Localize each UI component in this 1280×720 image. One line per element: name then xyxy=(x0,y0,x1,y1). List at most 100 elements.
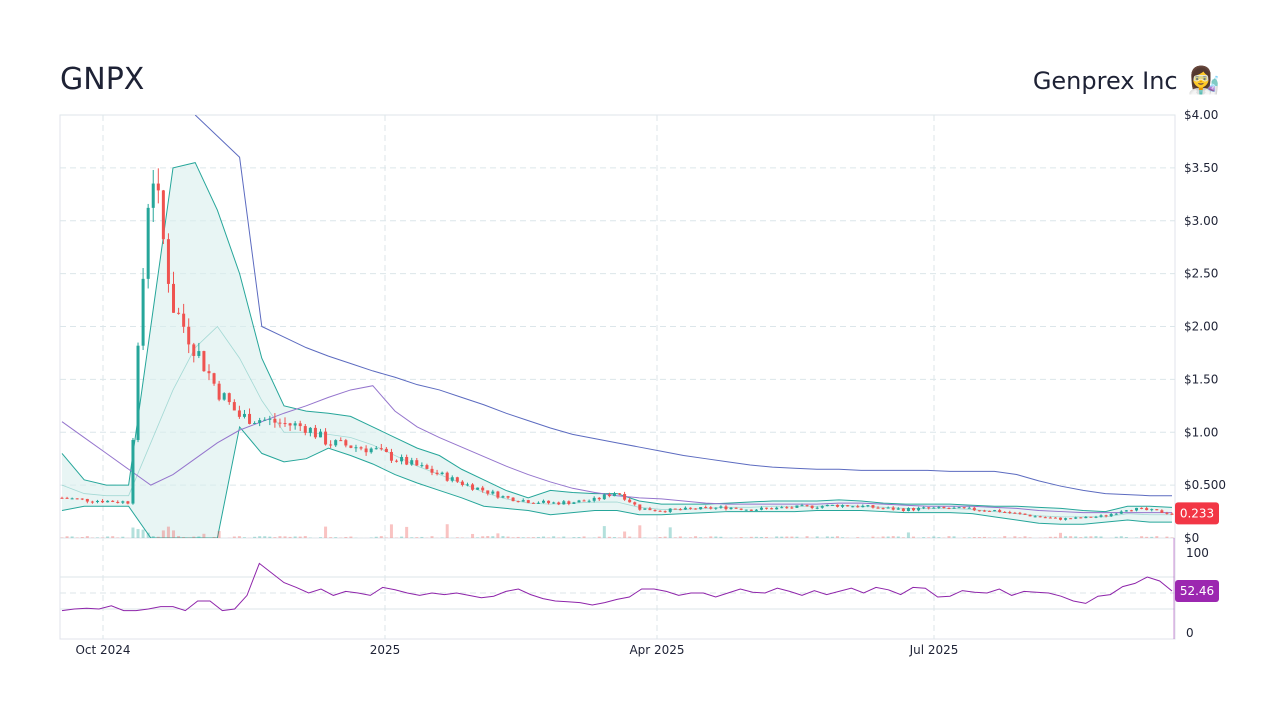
volume-bar xyxy=(344,536,348,538)
volume-bar xyxy=(334,537,338,538)
volume-bar xyxy=(612,537,616,538)
volume-bar xyxy=(1119,536,1123,538)
candle-body xyxy=(308,427,312,433)
candle-body xyxy=(95,500,99,503)
candle-body xyxy=(881,508,885,510)
candle-body xyxy=(531,502,535,504)
candle-body xyxy=(481,487,485,491)
candle-body xyxy=(389,451,393,461)
volume-bar xyxy=(197,536,201,538)
volume-bar xyxy=(161,530,165,538)
date-tick-label: 2025 xyxy=(370,643,401,657)
rsi-tick-label: 0 xyxy=(1186,626,1194,640)
candle-body xyxy=(1074,517,1078,519)
volume-bar xyxy=(1069,536,1073,538)
volume-bar xyxy=(906,532,910,538)
volume-bar xyxy=(288,536,292,538)
candle-body xyxy=(90,501,94,503)
candle-body xyxy=(765,507,769,509)
candle-body xyxy=(1018,512,1022,514)
candle-body xyxy=(947,507,951,509)
candle-body xyxy=(80,498,84,500)
candle-body xyxy=(815,507,819,509)
candle-body xyxy=(906,508,910,511)
price-tick-label: $2.00 xyxy=(1184,320,1218,334)
candle-body xyxy=(496,491,500,498)
candle-body xyxy=(846,505,850,507)
candle-body xyxy=(172,283,176,313)
candle-body xyxy=(830,504,834,506)
candle-body xyxy=(1114,513,1118,515)
volume-bar xyxy=(688,537,692,538)
candle-body xyxy=(592,497,596,501)
candle-body xyxy=(364,448,368,453)
candle-body xyxy=(359,447,363,449)
candle-body xyxy=(901,508,905,511)
candle-body xyxy=(511,497,515,502)
rsi-panel-frame xyxy=(59,537,1176,640)
candle-body xyxy=(1058,517,1062,520)
volume-bar xyxy=(389,524,393,538)
volume-bar xyxy=(597,536,601,538)
candle-body xyxy=(820,506,824,508)
candle-body xyxy=(653,510,657,512)
rsi-value-text: 52.46 xyxy=(1180,584,1214,598)
volume-bar xyxy=(111,536,115,538)
candle-body xyxy=(1013,512,1017,514)
volume-bar xyxy=(526,537,530,538)
volume-bar xyxy=(1079,537,1083,538)
rsi-tick-label: 100 xyxy=(1186,546,1209,560)
candle-body xyxy=(1170,513,1174,515)
candle-body xyxy=(917,507,921,511)
candle-body xyxy=(136,345,140,440)
candle-body xyxy=(329,444,333,446)
volume-bar xyxy=(1018,537,1022,538)
candle-body xyxy=(694,508,698,510)
volume-bar xyxy=(805,536,809,538)
candle-body xyxy=(400,456,404,462)
candle-body xyxy=(273,418,277,423)
volume-bar xyxy=(1013,536,1017,538)
ma-slow-line xyxy=(194,115,1172,497)
volume-bar xyxy=(790,536,794,538)
candle-body xyxy=(146,207,150,279)
candle-body xyxy=(628,499,632,503)
candle-body xyxy=(217,383,221,400)
volume-bar xyxy=(912,536,916,538)
candle-body xyxy=(967,507,971,509)
volume-bar xyxy=(486,536,490,538)
badges: 0.233 52.46 xyxy=(1175,502,1219,603)
candle-body xyxy=(536,502,540,504)
candle-body xyxy=(810,505,814,509)
volume-bar xyxy=(172,530,176,538)
candle-body xyxy=(65,497,69,499)
volume-bar xyxy=(577,537,581,538)
candle-body xyxy=(1145,508,1149,511)
volume-bar xyxy=(85,536,89,538)
candle-body xyxy=(678,509,682,511)
volume-bar xyxy=(623,531,627,538)
candle-body xyxy=(121,501,125,503)
candle-body xyxy=(420,465,424,467)
candle-body xyxy=(339,440,343,442)
candle-body xyxy=(871,505,875,508)
volume-bar xyxy=(749,536,753,538)
candle-body xyxy=(552,502,556,504)
candle-body xyxy=(506,496,510,498)
volume-bar xyxy=(268,536,272,538)
volume-bar xyxy=(775,536,779,538)
candle-body xyxy=(212,373,216,384)
volume-bar xyxy=(151,536,155,538)
volume-bar xyxy=(511,537,515,538)
candle-body xyxy=(324,431,328,445)
volume-bar xyxy=(263,536,267,538)
candle-body xyxy=(668,508,672,512)
candle-body xyxy=(101,500,105,503)
candle-body xyxy=(1129,510,1133,512)
candle-body xyxy=(861,505,865,508)
volume-bar xyxy=(445,524,449,538)
candle-body xyxy=(876,507,880,509)
candle-body xyxy=(395,460,399,462)
last-price-text: 0.233 xyxy=(1180,506,1214,520)
